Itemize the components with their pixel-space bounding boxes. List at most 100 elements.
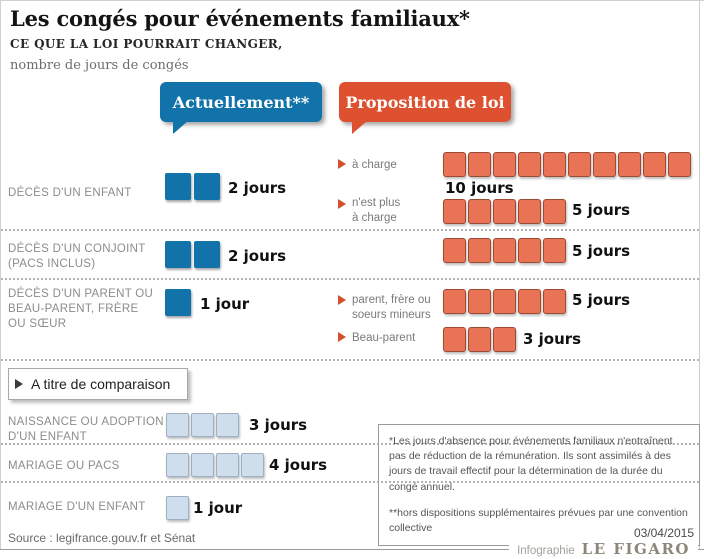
day-square (618, 152, 641, 177)
day-square (191, 413, 214, 437)
row-label-line: MARIAGE D'UN ENFANT (8, 501, 146, 513)
sub-label-line: à charge (352, 212, 397, 224)
current-day-squares (165, 241, 220, 268)
row-label-deces-conjoint: DÉCÈS D'UN CONJOINT (PACS INCLUS) (8, 242, 146, 272)
day-square (543, 152, 566, 177)
legend-bubble-proposal: Proposition de loi (339, 82, 511, 134)
row-label-deces-enfant: DÉCÈS D'UN ENFANT (8, 186, 132, 201)
proposal-sublabel-beau-parent: Beau-parent (352, 331, 415, 346)
row-label-line: DÉCÈS D'UN CONJOINT (8, 243, 146, 255)
credit: Infographie LE FIGARO (509, 540, 698, 558)
legend-bubble-current: Actuellement** (160, 82, 322, 134)
day-square (493, 289, 516, 314)
sub-label-line: parent, frère ou (352, 294, 431, 306)
row-label-line: D'UN ENFANT (8, 431, 87, 443)
comparison-days-value: 3 jours (249, 416, 308, 434)
footer-rule (0, 549, 704, 550)
day-square (443, 289, 466, 314)
day-square (443, 238, 466, 263)
dotted-separator (1, 443, 699, 445)
day-square (518, 152, 541, 177)
date-stamp: 03/04/2015 (633, 526, 694, 540)
row-label-line: MARIAGE OU PACS (8, 460, 120, 472)
day-square (568, 152, 591, 177)
frame-top-border (0, 0, 704, 1)
source-note: Source : legifrance.gouv.fr et Sénat (8, 531, 196, 545)
triangle-bullet-icon (338, 199, 346, 209)
comparison-days-value: 4 jours (269, 456, 328, 474)
frame-left-border (0, 0, 1, 550)
page-title: Les congés pour événements familiaux* (10, 6, 470, 31)
proposal-days-value: 5 jours (572, 201, 631, 219)
day-square (668, 152, 691, 177)
proposal-days-value: 3 jours (523, 330, 582, 348)
comparison-days-value: 1 jour (193, 499, 243, 517)
day-square (194, 241, 220, 268)
row-label-line: (PACS INCLUS) (8, 258, 96, 270)
proposal-day-squares (443, 238, 566, 263)
proposal-day-squares (443, 199, 566, 224)
day-square (166, 413, 189, 437)
proposal-sublabel-a-charge: à charge (352, 158, 397, 173)
proposal-day-squares (443, 327, 516, 352)
day-square (165, 241, 191, 268)
day-square (191, 453, 214, 477)
current-days-value: 2 jours (228, 247, 287, 265)
proposal-days-value: 10 jours (445, 179, 514, 197)
day-square (518, 238, 541, 263)
proposal-sublabel-parent-frere: parent, frère ou soeurs mineurs (352, 293, 431, 323)
dotted-separator (1, 229, 699, 231)
sub-label-line: soeurs mineurs (352, 309, 431, 321)
dotted-separator (1, 278, 699, 280)
footnote-box: *Les jours d'absence pour événements fam… (378, 424, 700, 547)
day-square (165, 289, 191, 316)
triangle-bullet-icon (338, 159, 346, 169)
day-square (468, 289, 491, 314)
current-days-value: 2 jours (228, 179, 287, 197)
footnote-text: **hors dispositions supplémentaires prév… (389, 506, 688, 535)
day-square (493, 152, 516, 177)
day-square (241, 453, 264, 477)
day-square (493, 238, 516, 263)
day-square (216, 413, 239, 437)
current-day-squares (165, 289, 191, 316)
row-label-line: OU SŒUR (8, 318, 67, 330)
day-square (493, 327, 516, 352)
day-square (643, 152, 666, 177)
day-square (518, 199, 541, 224)
row-label-mariage-pacs: MARIAGE OU PACS (8, 459, 120, 474)
row-label-line: NAISSANCE OU ADOPTION (8, 416, 164, 428)
row-label-line: DÉCÈS D'UN PARENT OU (8, 288, 154, 300)
day-square (518, 289, 541, 314)
proposal-day-squares (443, 152, 691, 177)
day-square (543, 199, 566, 224)
comparison-section-button[interactable]: A titre de comparaison (8, 368, 188, 400)
sub-label-line: n'est plus (352, 197, 401, 209)
day-square (443, 152, 466, 177)
credit-label: Infographie (517, 545, 575, 557)
row-label-line: DÉCÈS D'UN ENFANT (8, 187, 132, 199)
comparison-button-label: A titre de comparaison (31, 376, 171, 392)
day-square (493, 199, 516, 224)
row-label-line: BEAU-PARENT, FRÈRE (8, 303, 139, 315)
triangle-bullet-icon (15, 379, 23, 389)
day-square (194, 173, 220, 200)
day-square (468, 199, 491, 224)
lefigaro-logo: LE FIGARO (581, 540, 690, 558)
footnote-text: *Les jours d'absence pour événements fam… (389, 435, 673, 493)
day-square (443, 327, 466, 352)
day-square (165, 173, 191, 200)
sub-label-line: Beau-parent (352, 332, 416, 344)
current-day-squares (165, 173, 220, 200)
day-square (468, 152, 491, 177)
row-label-naissance: NAISSANCE OU ADOPTION D'UN ENFANT (8, 415, 164, 445)
sub-label-line: à charge (352, 159, 397, 171)
day-square (468, 238, 491, 263)
proposal-day-squares (443, 289, 566, 314)
unit-note: nombre de jours de congés (10, 58, 189, 73)
dotted-separator (1, 359, 699, 361)
comparison-day-squares (166, 453, 264, 477)
proposal-days-value: 5 jours (572, 242, 631, 260)
comparison-day-squares (166, 413, 239, 437)
